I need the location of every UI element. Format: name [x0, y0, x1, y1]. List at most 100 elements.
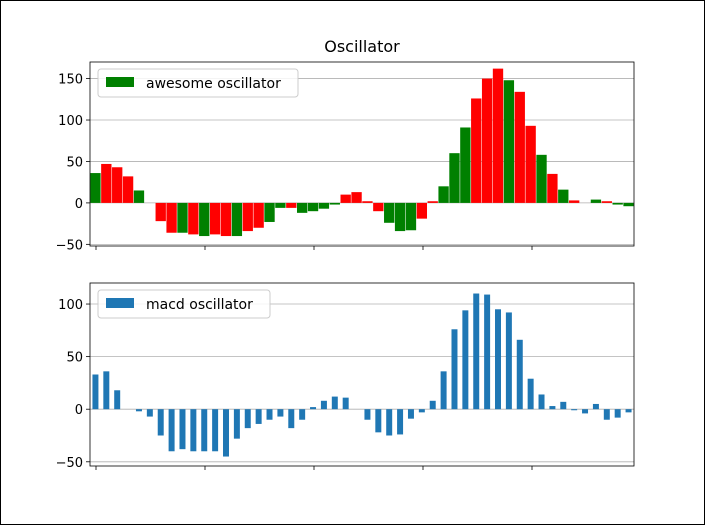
bar — [582, 409, 588, 413]
y-tick-label: −50 — [56, 456, 83, 471]
bar — [438, 186, 448, 203]
bar — [591, 200, 601, 203]
bar — [234, 409, 240, 438]
bar — [384, 203, 394, 223]
bar — [406, 203, 416, 230]
bar — [615, 409, 621, 417]
bar — [267, 409, 273, 420]
bar — [299, 409, 305, 420]
bar — [112, 167, 122, 203]
y-tick-label: 100 — [58, 114, 83, 129]
bar — [341, 195, 351, 203]
legend-label: macd oscillator — [146, 297, 253, 313]
bar — [319, 203, 329, 209]
bar — [188, 203, 198, 234]
bar — [332, 397, 338, 410]
legend-swatch — [106, 77, 134, 87]
bar — [602, 201, 612, 203]
bar — [613, 203, 623, 205]
y-tick-label: 0 — [75, 197, 83, 212]
bar — [397, 409, 403, 434]
bar — [297, 203, 307, 213]
chart-title: Oscillator — [324, 37, 400, 56]
bar — [166, 203, 176, 233]
bar — [101, 164, 111, 203]
bar — [604, 409, 610, 420]
bar — [245, 409, 251, 428]
bar — [364, 409, 370, 420]
bar — [626, 409, 632, 412]
bar — [90, 173, 100, 203]
bar — [430, 401, 436, 409]
legend-label: awesome oscillator — [146, 76, 281, 92]
bar — [471, 98, 481, 202]
bar — [449, 153, 459, 203]
bar — [212, 409, 218, 451]
bar — [493, 69, 503, 203]
bar — [232, 203, 242, 236]
y-tick-label: −50 — [56, 238, 83, 253]
bar — [473, 294, 479, 410]
bar — [451, 329, 457, 409]
bar — [134, 190, 144, 202]
bar — [571, 409, 577, 410]
bar — [482, 79, 492, 203]
bar — [375, 409, 381, 432]
bar — [373, 203, 383, 211]
bar — [103, 371, 109, 409]
bar — [525, 126, 535, 203]
bar — [623, 203, 633, 206]
bar — [123, 176, 133, 203]
bar — [506, 312, 512, 409]
bar — [169, 409, 175, 451]
bar — [549, 406, 555, 409]
bar — [408, 409, 414, 418]
bar — [419, 409, 425, 412]
bar — [243, 203, 253, 231]
bar — [462, 310, 468, 409]
bar — [308, 203, 318, 211]
bar — [310, 407, 316, 409]
y-tick-label: 50 — [66, 155, 83, 170]
bar — [395, 203, 405, 231]
bar — [362, 201, 372, 203]
bar — [569, 200, 579, 202]
bar — [114, 390, 120, 409]
bar — [201, 409, 207, 451]
bar — [515, 92, 525, 203]
bar — [147, 409, 153, 416]
bar — [386, 409, 392, 435]
y-tick-label: 100 — [58, 298, 83, 313]
bar — [558, 190, 568, 203]
y-tick-label: 0 — [75, 403, 83, 418]
bar — [136, 409, 142, 411]
bar — [158, 409, 164, 435]
bar — [330, 203, 340, 205]
bar — [264, 203, 274, 222]
bar — [277, 409, 283, 416]
bar — [343, 398, 349, 410]
bar — [321, 401, 327, 409]
awesome-oscillator-panel: −50 0 50 100 150 awesome oscillator — [56, 62, 634, 253]
bar — [351, 192, 361, 203]
bar — [177, 203, 187, 233]
bar — [92, 375, 98, 410]
bar — [253, 203, 263, 228]
bar — [547, 174, 557, 203]
bar — [199, 203, 209, 236]
bar — [460, 127, 470, 202]
bar — [441, 371, 447, 409]
bar — [517, 340, 523, 409]
bar — [593, 404, 599, 409]
bar — [428, 201, 438, 203]
bar — [495, 309, 501, 409]
bar — [528, 379, 534, 410]
bar — [256, 409, 262, 424]
y-tick-label: 150 — [58, 73, 83, 88]
bar — [560, 402, 566, 409]
bar — [223, 409, 229, 456]
bar — [417, 203, 427, 219]
